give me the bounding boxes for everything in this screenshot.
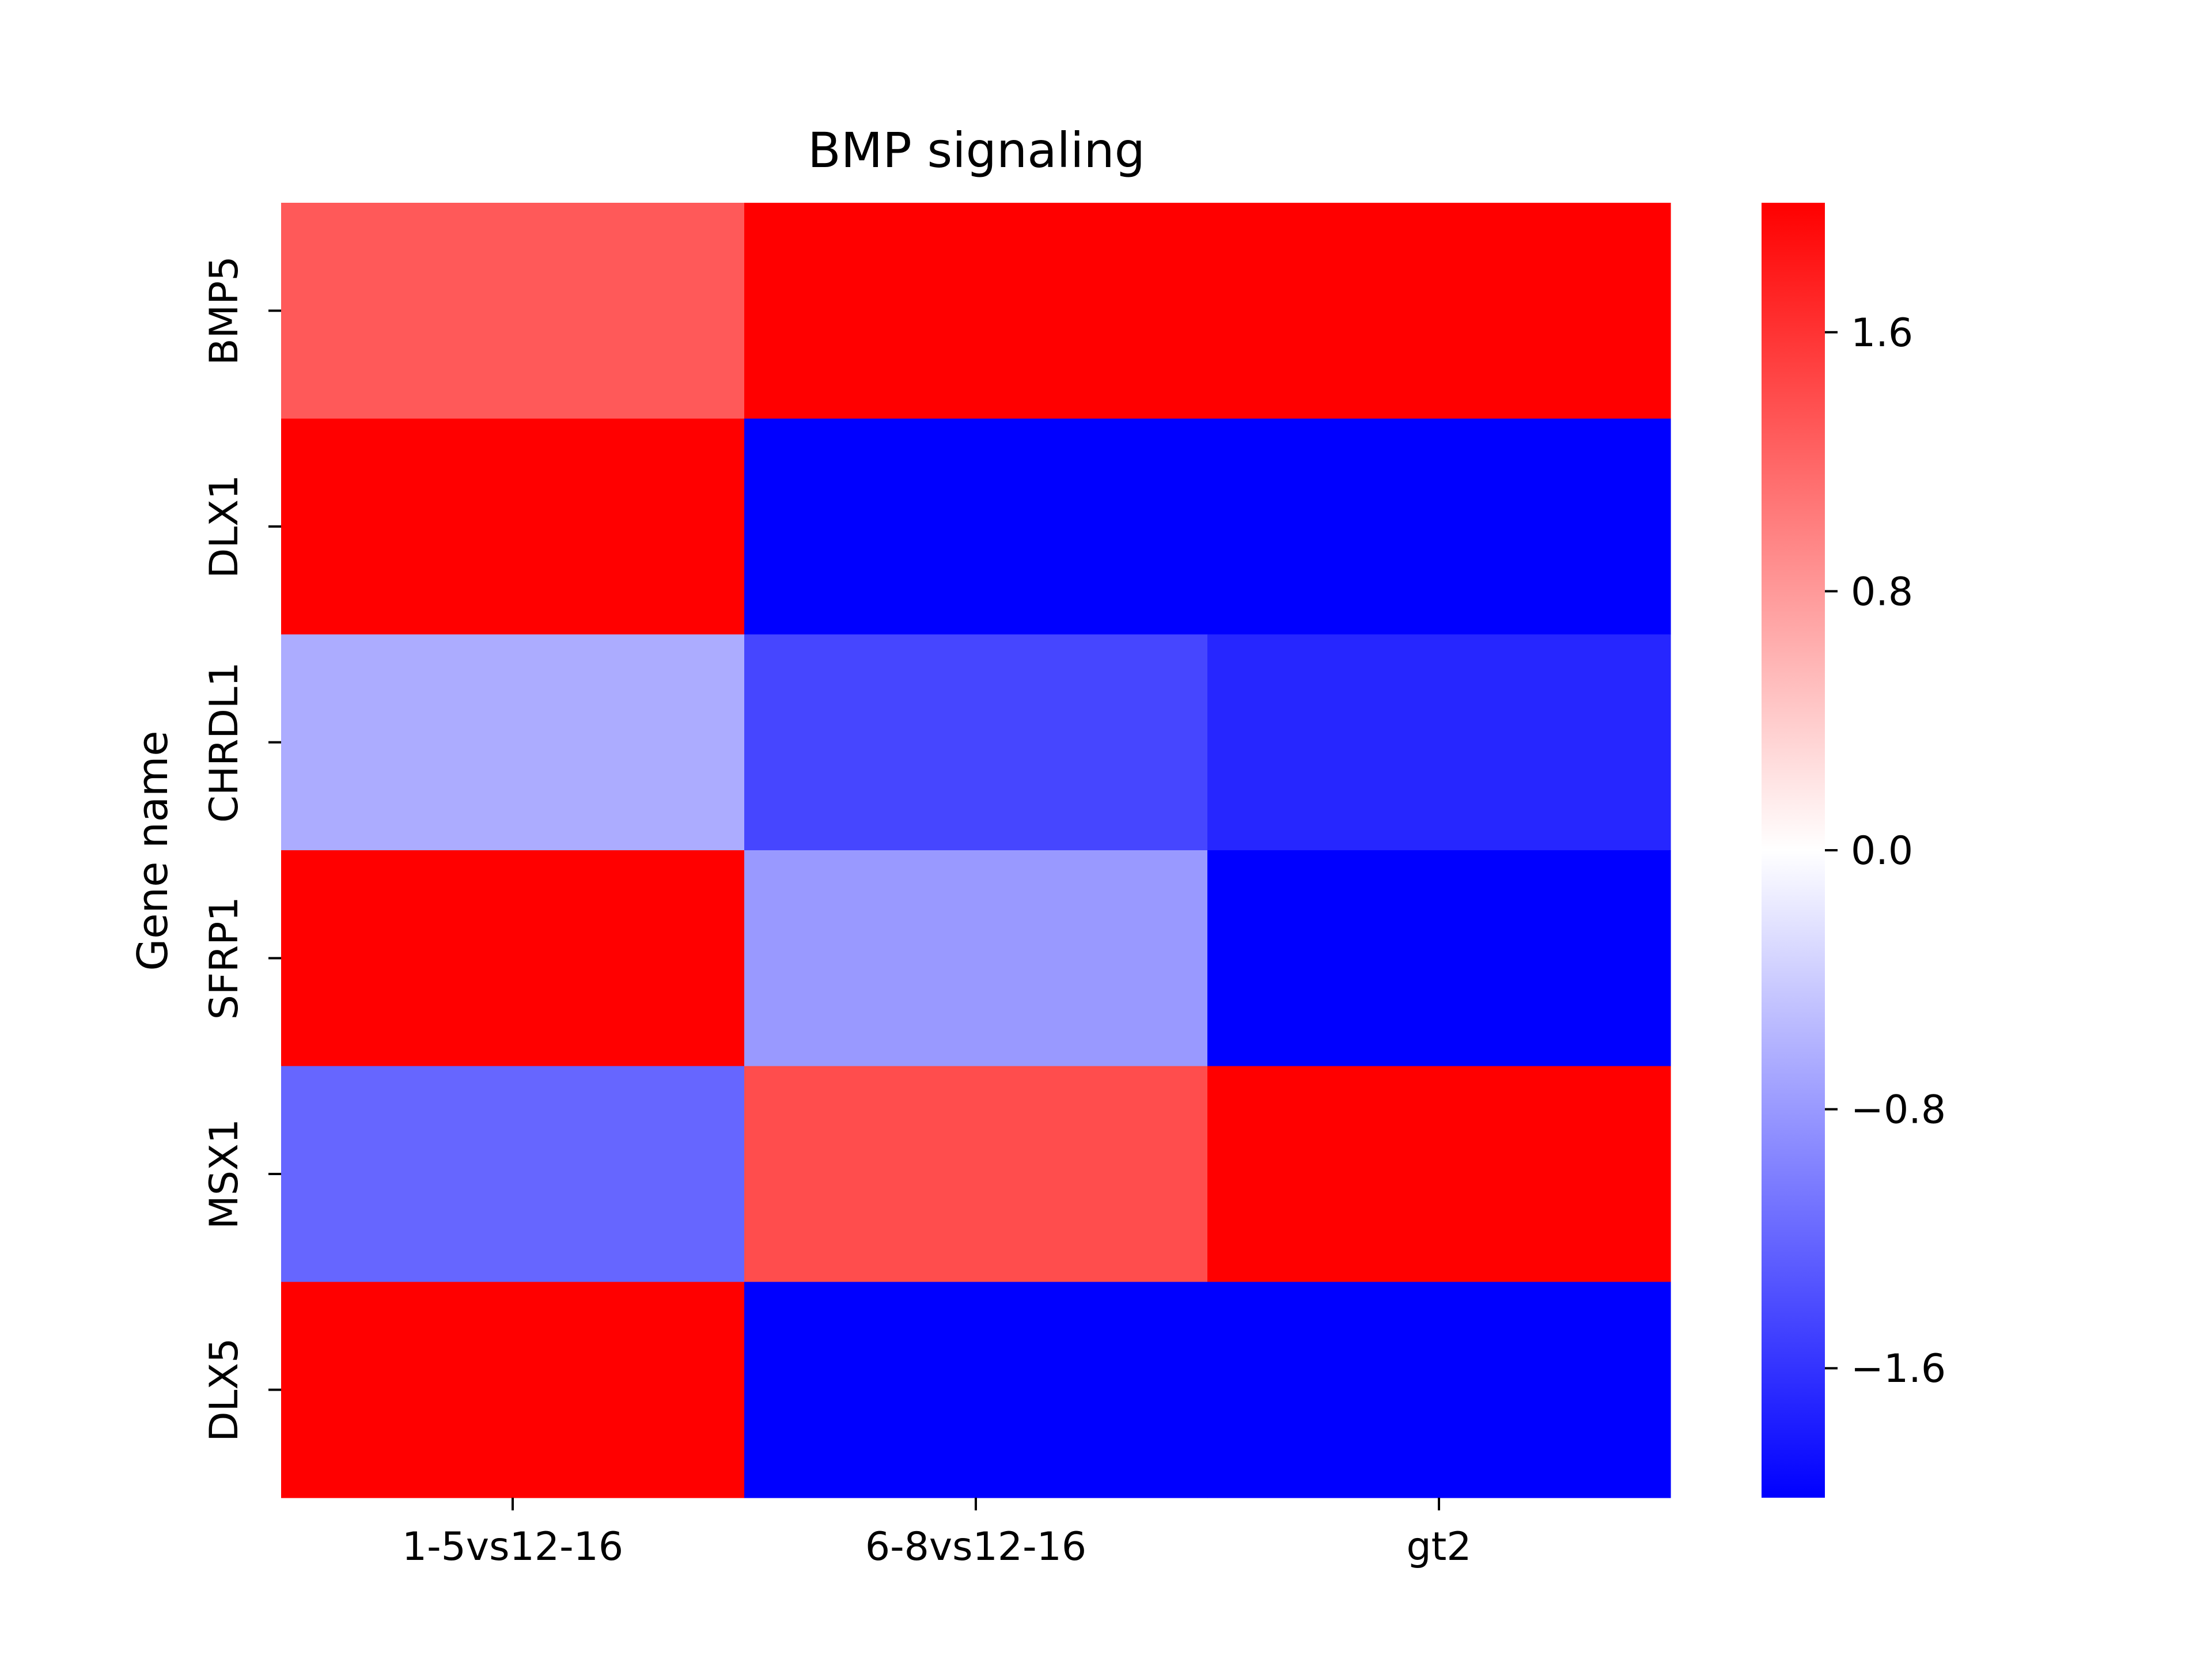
heatmap-cell — [744, 1282, 1208, 1498]
heatmap-cell — [281, 850, 745, 1067]
heatmap-cell — [1207, 634, 1671, 851]
heatmap-cell — [744, 1066, 1208, 1282]
heatmap-cell — [744, 203, 1208, 419]
y-axis-label: Gene name — [128, 730, 177, 971]
y-tick-label: CHRDL1 — [202, 662, 247, 823]
colorbar-tick-label: 0.0 — [1851, 828, 1913, 874]
colorbar-tick-label: 1.6 — [1851, 310, 1913, 356]
x-tick-label: gt2 — [1406, 1524, 1471, 1570]
colorbar-ticks: 1.6 0.8 0.0 −0.8 −1.6 — [1825, 310, 1946, 1392]
y-tick-label: BMP5 — [202, 256, 247, 366]
heatmap-cell — [1207, 1066, 1671, 1282]
heatmap-cell — [744, 418, 1208, 635]
heatmap-cell — [744, 634, 1208, 851]
heatmap-cell — [1207, 850, 1671, 1067]
colorbar-tick-label: −1.6 — [1851, 1346, 1946, 1392]
y-tick-label: MSX1 — [202, 1119, 247, 1229]
y-tick-label: SFRP1 — [202, 896, 247, 1020]
heatmap-cell — [281, 203, 745, 419]
heatmap-cell — [281, 418, 745, 635]
x-axis-ticks: 1-5vs12-16 6-8vs12-16 gt2 — [402, 1498, 1472, 1570]
heatmap-cell — [744, 850, 1208, 1067]
heatmap-cell — [1207, 1282, 1671, 1498]
chart-title: BMP signaling — [808, 122, 1145, 179]
colorbar-tick-label: 0.8 — [1851, 569, 1913, 615]
x-tick-label: 1-5vs12-16 — [402, 1524, 623, 1570]
colorbar — [1762, 203, 1825, 1498]
y-tick-label: DLX5 — [202, 1338, 247, 1442]
heatmap-cell — [1207, 203, 1671, 419]
heatmap-cell — [281, 634, 745, 851]
y-axis-ticks: BMP5 DLX1 CHRDL1 SFRP1 MSX1 DLX5 — [202, 256, 281, 1442]
y-tick-label: DLX1 — [202, 475, 247, 578]
colorbar-tick-label: −0.8 — [1851, 1088, 1946, 1133]
heatmap-cells — [281, 203, 1671, 1498]
x-tick-label: 6-8vs12-16 — [865, 1524, 1086, 1570]
heatmap-cell — [281, 1282, 745, 1498]
heatmap-cell — [281, 1066, 745, 1282]
heatmap-cell — [1207, 418, 1671, 635]
